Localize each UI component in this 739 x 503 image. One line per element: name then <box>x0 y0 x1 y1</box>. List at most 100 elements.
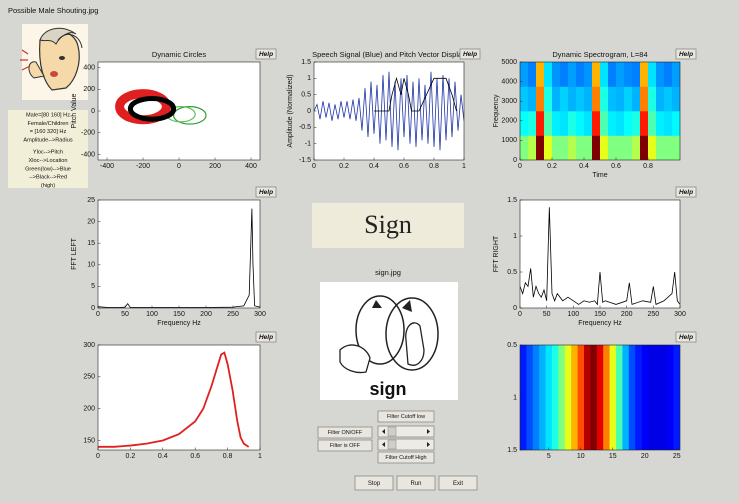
heat-cell <box>667 345 674 450</box>
x-axis-label: Frequency Hz <box>157 320 201 327</box>
sign-picture: sign <box>320 282 458 400</box>
heat-cell <box>664 111 672 136</box>
heat-cell <box>635 345 642 450</box>
heat-cell <box>533 345 540 450</box>
heat-cell <box>584 111 592 136</box>
heat-cell <box>632 87 640 112</box>
y-tick-label: 0 <box>513 305 517 312</box>
x-tick-label: 5 <box>547 453 551 460</box>
y-tick-label: 200 <box>83 86 95 93</box>
y-tick-label: 15 <box>87 240 95 247</box>
heat-cell <box>672 62 680 87</box>
y-tick-label: -1.5 <box>299 157 311 164</box>
x-tick-label: 0 <box>518 163 522 170</box>
help-button-label[interactable]: Help <box>679 51 693 58</box>
heat-cell <box>624 87 632 112</box>
heat-cell <box>520 136 528 161</box>
heat-cell <box>544 136 552 161</box>
help-button-label[interactable]: Help <box>679 334 693 341</box>
heat-cell <box>584 87 592 112</box>
filter-toggle-text[interactable]: Filter ON/OFF <box>328 430 363 436</box>
heat-cell <box>536 62 544 87</box>
chart: -400-2000200400-400-2000200400Dynamic Ci… <box>71 49 276 170</box>
plot-content <box>520 345 680 450</box>
plot-area <box>98 200 260 308</box>
heat-cell <box>600 62 608 87</box>
heat-cell <box>528 111 536 136</box>
y-tick-label: 0 <box>91 305 95 312</box>
chart: 0501001502002503000510152025Frequency Hz… <box>71 187 276 327</box>
heat-cell <box>642 345 649 450</box>
chart: 5101520250.511.5Help <box>507 332 696 460</box>
cutoff-high-slider[interactable] <box>378 439 434 450</box>
x-tick-label: 100 <box>567 311 579 318</box>
heat-cell <box>661 345 668 450</box>
y-tick-label: 1 <box>307 75 311 82</box>
heat-cell <box>648 62 656 87</box>
control-button-label[interactable]: Stop <box>368 481 381 487</box>
heat-cell <box>576 62 584 87</box>
info-line: Yloc-->Pitch <box>33 150 63 156</box>
heat-cell <box>603 345 610 450</box>
plot-area <box>520 200 680 308</box>
heat-cell <box>608 87 616 112</box>
heat-cell <box>616 87 624 112</box>
help-button-label[interactable]: Help <box>679 189 693 196</box>
x-tick-label: 0.4 <box>369 163 379 170</box>
heat-cell <box>640 62 648 87</box>
y-tick-label: -1 <box>305 141 311 148</box>
heat-cell <box>576 111 584 136</box>
heat-cell <box>520 111 528 136</box>
y-tick-label: 0.5 <box>301 92 311 99</box>
x-tick-label: 0.8 <box>223 453 233 460</box>
x-tick-label: 200 <box>209 163 221 170</box>
y-axis-label: Frequency <box>493 94 500 128</box>
y-tick-label: 5000 <box>501 59 517 66</box>
y-axis-label: FFT LEFT <box>71 237 78 269</box>
help-button-label[interactable]: Help <box>259 189 273 196</box>
heat-cell <box>624 62 632 87</box>
y-tick-label: 0 <box>91 108 95 115</box>
control-button-label[interactable]: Exit <box>453 481 463 487</box>
x-tick-label: 0.6 <box>399 163 409 170</box>
x-tick-label: 300 <box>254 311 266 318</box>
heat-cell <box>528 62 536 87</box>
y-tick-label: 4000 <box>501 78 517 85</box>
control-button-label[interactable]: Run <box>410 481 421 487</box>
cutoff-low-slider[interactable] <box>378 426 434 437</box>
x-tick-label: 0.4 <box>579 163 589 170</box>
chart-title: Dynamic Circles <box>152 50 206 59</box>
heat-cell <box>546 345 553 450</box>
y-tick-label: 2000 <box>501 118 517 125</box>
x-axis-label: Frequency Hz <box>578 320 622 327</box>
x-tick-label: 15 <box>609 453 617 460</box>
help-button-label[interactable]: Help <box>259 51 273 58</box>
heat-cell <box>536 87 544 112</box>
x-tick-label: 0 <box>177 163 181 170</box>
heat-cell <box>568 62 576 87</box>
y-tick-label: 1000 <box>501 137 517 144</box>
x-tick-label: 0 <box>96 453 100 460</box>
info-line: -->Black-->Red <box>29 175 67 181</box>
heat-cell <box>568 87 576 112</box>
heat-cell <box>664 136 672 161</box>
heat-cell <box>600 111 608 136</box>
heat-cell <box>629 345 636 450</box>
help-button-label[interactable]: Help <box>259 334 273 341</box>
heat-cell <box>632 62 640 87</box>
heat-cell <box>648 345 655 450</box>
image-text: sign <box>369 379 406 399</box>
heat-cell <box>608 136 616 161</box>
help-button-label[interactable]: Help <box>463 51 477 58</box>
heat-cell <box>592 62 600 87</box>
heat-cell <box>656 87 664 112</box>
heat-cell <box>622 345 629 450</box>
x-tick-label: 250 <box>227 311 239 318</box>
x-tick-label: 200 <box>621 311 633 318</box>
heat-cell <box>560 136 568 161</box>
y-tick-label: 0.5 <box>507 269 517 276</box>
heat-cell <box>624 111 632 136</box>
heat-cell <box>610 345 617 450</box>
heat-cell <box>544 62 552 87</box>
heat-cell <box>560 87 568 112</box>
